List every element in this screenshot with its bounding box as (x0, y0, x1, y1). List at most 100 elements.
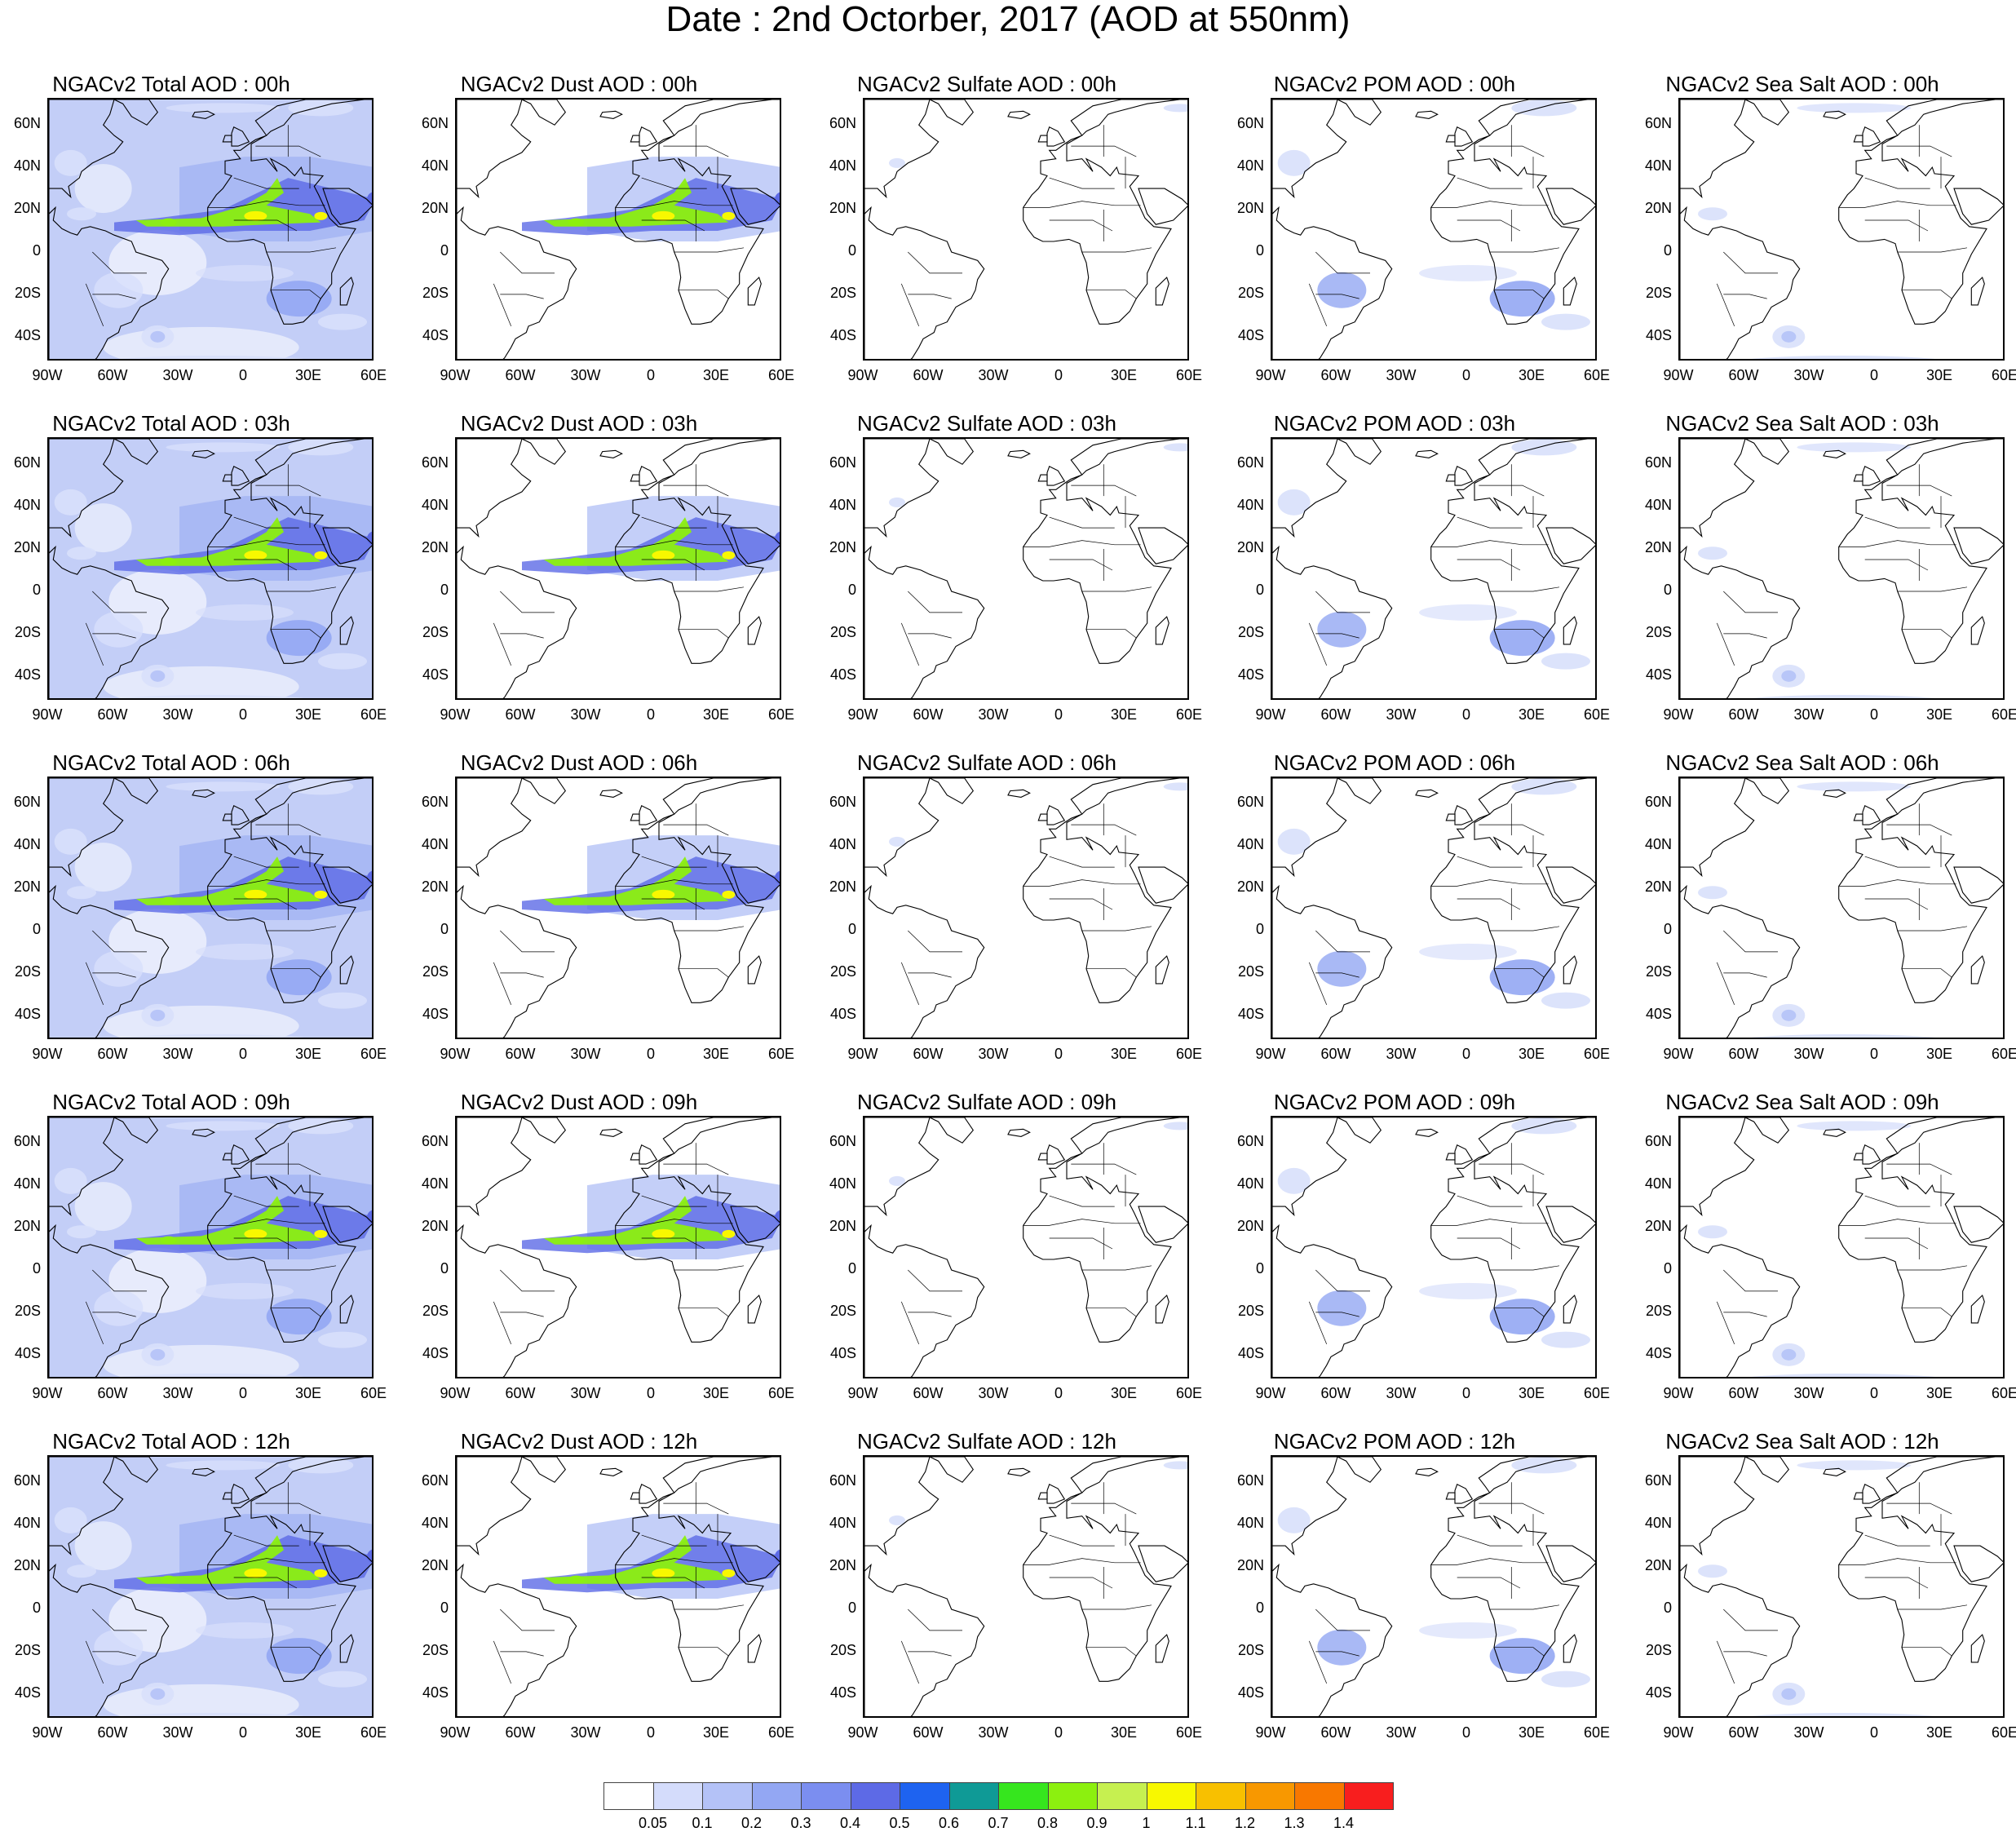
lon-tick-label: 0 (1054, 1385, 1063, 1401)
lon-tick-label: 30E (1925, 706, 1953, 723)
lon-tick-label: 90W (440, 367, 471, 383)
dust-field (522, 835, 780, 920)
lon-tick-label: 60W (913, 1385, 944, 1401)
lat-tick-label: 40S (1645, 1344, 1672, 1361)
map-panel-pom-12h: NGACv2 POM AOD : 12h 60N 40N 20N 0 20S 40S 90W 6… (1223, 1429, 1610, 1755)
lon-tick-label: 60E (360, 706, 387, 723)
lat-tick-label: 0 (440, 920, 449, 937)
coastlines (864, 778, 1187, 1038)
lat-tick-label: 0 (1663, 241, 1672, 259)
map-panel-sulfate-12h: NGACv2 Sulfate AOD : 12h 60N 40N 20N 0 20S 40S… (816, 1429, 1202, 1755)
lon-tick-label: 30E (1110, 367, 1138, 383)
lat-tick-label: 20N (13, 878, 41, 896)
lon-tick-label: 90W (1663, 1724, 1694, 1741)
lon-tick-label: 60W (97, 367, 128, 383)
lat-tick-label: 40N (829, 1515, 856, 1532)
lon-tick-label: 90W (32, 1046, 63, 1062)
lon-tick-label: 90W (440, 706, 471, 723)
pom-field (1277, 1457, 1590, 1688)
map-canvas (1680, 1457, 2003, 1716)
lon-tick-label: 90W (847, 1046, 878, 1062)
dust-field (522, 1514, 780, 1599)
lat-tick-label: 40S (1237, 1005, 1264, 1022)
map-panel-seasalt-03h: NGACv2 Sea Salt AOD : 03h 60N 40N 20N 0 20S 40… (1631, 411, 2016, 737)
colorbar-label: 0.3 (790, 1815, 811, 1831)
dust-field (522, 496, 780, 581)
lat-tick-label: 0 (847, 581, 856, 598)
lat-tick-label: 40S (422, 1684, 449, 1701)
map-canvas (864, 100, 1187, 359)
colorbar-swatch (900, 1782, 950, 1810)
lat-tick-label: 20S (829, 962, 856, 980)
lat-tick-label: 60N (13, 794, 41, 811)
lon-tick-label: 60E (767, 1046, 795, 1062)
map-canvas (457, 778, 780, 1038)
total-field (49, 778, 372, 1038)
lat-tick-label: 40N (829, 836, 856, 853)
panel-title: NGACv2 POM AOD : 03h (1273, 411, 1516, 436)
lat-tick-label: 20N (421, 878, 449, 896)
colorbar-swatch (603, 1782, 654, 1810)
lon-tick-label: 60E (1175, 367, 1203, 383)
colorbar-label: 1.1 (1185, 1815, 1206, 1831)
lat-tick-label: 0 (847, 241, 856, 259)
lon-tick-label: 0 (238, 706, 247, 723)
lat-tick-label: 20N (1644, 1218, 1672, 1235)
map-canvas (49, 1457, 372, 1716)
lat-tick-label: 20N (1644, 539, 1672, 556)
lat-tick-label: 40S (829, 1344, 856, 1361)
lon-tick-label: 60W (97, 706, 128, 723)
lat-tick-label: 20S (1645, 284, 1672, 301)
lon-tick-label: 30W (162, 706, 193, 723)
lon-tick-label: 90W (440, 1046, 471, 1062)
lon-tick-label: 30E (1518, 1046, 1545, 1062)
lon-tick-label: 0 (1461, 367, 1470, 383)
map-panel-pom-00h: NGACv2 POM AOD : 00h 60N 40N 20N 0 20S 40S 90W 6… (1223, 72, 1610, 398)
coastlines (49, 439, 372, 698)
lat-tick-label: 0 (1255, 1259, 1264, 1277)
lat-tick-label: 60N (13, 115, 41, 132)
lat-tick-label: 40S (1237, 1684, 1264, 1701)
sulfate-field (889, 1461, 1187, 1525)
lon-tick-label: 60E (1175, 706, 1203, 723)
lat-tick-label: 20N (13, 539, 41, 556)
panel-title: NGACv2 Total AOD : 00h (52, 72, 290, 96)
lon-tick-label: 30E (1110, 1046, 1138, 1062)
lon-tick-label: 90W (1255, 706, 1286, 723)
lon-tick-label: 30E (1925, 367, 1953, 383)
coastlines (457, 1457, 780, 1716)
lat-tick-label: 20S (829, 623, 856, 640)
lat-tick-label: 20N (13, 1557, 41, 1574)
lat-tick-label: 40S (829, 666, 856, 683)
colorbar (603, 1782, 1394, 1810)
lat-tick-label: 60N (421, 454, 449, 471)
lon-tick-label: 60E (1175, 1046, 1203, 1062)
coastlines (1272, 100, 1595, 359)
map-panel-dust-03h: NGACv2 Dust AOD : 03h 60N 40N 20N 0 20S 40S 90W… (408, 411, 794, 737)
map-frame (455, 1116, 781, 1378)
map-frame (863, 437, 1189, 700)
lon-tick-label: 60E (767, 367, 795, 383)
panel-title: NGACv2 Sulfate AOD : 06h (857, 750, 1116, 775)
lat-tick-label: 60N (1236, 1133, 1264, 1150)
lat-tick-label: 0 (440, 1599, 449, 1616)
lon-tick-label: 30W (1793, 1385, 1824, 1401)
dust-field (522, 157, 780, 241)
lon-tick-label: 30E (1518, 1724, 1545, 1741)
lon-tick-label: 60W (913, 1046, 944, 1062)
lat-tick-label: 20S (422, 623, 449, 640)
lon-tick-label: 0 (238, 1385, 247, 1401)
coastlines (1680, 778, 2003, 1038)
map-frame (1271, 1116, 1597, 1378)
colorbar-label: 0.1 (692, 1815, 713, 1831)
map-canvas (457, 100, 780, 359)
colorbar-swatch (850, 1782, 900, 1810)
lat-tick-label: 20N (1644, 878, 1672, 896)
lat-tick-label: 20N (13, 200, 41, 217)
lat-tick-label: 40S (829, 326, 856, 343)
lon-tick-label: 0 (238, 1724, 247, 1741)
panel-title: NGACv2 Dust AOD : 03h (460, 411, 698, 436)
map-canvas (1272, 100, 1595, 359)
lat-tick-label: 60N (829, 794, 856, 811)
map-canvas (49, 778, 372, 1038)
